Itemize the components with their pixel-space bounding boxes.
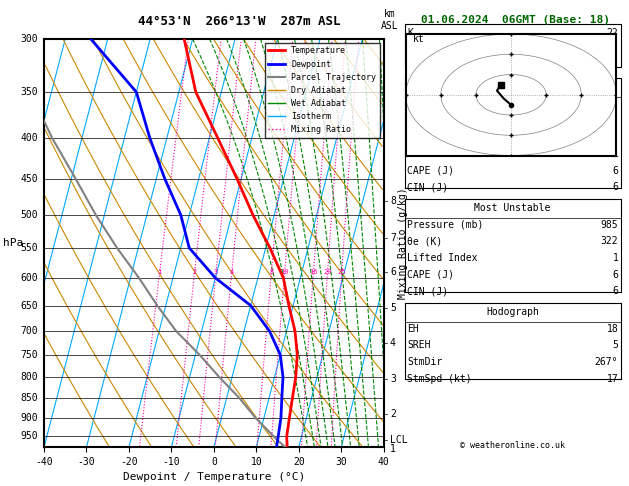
Text: Hodograph: Hodograph [486, 307, 539, 317]
Text: K: K [407, 28, 413, 38]
Text: 6: 6 [613, 182, 618, 192]
Text: EH: EH [407, 324, 419, 334]
Text: Surface: Surface [492, 83, 533, 92]
Text: CAPE (J): CAPE (J) [407, 270, 454, 279]
Text: 267°: 267° [595, 357, 618, 367]
Text: θe(K): θe(K) [407, 132, 437, 142]
Text: 322: 322 [601, 132, 618, 142]
Text: 16: 16 [309, 269, 318, 275]
Text: 350: 350 [20, 87, 38, 97]
Text: 18: 18 [606, 324, 618, 334]
Text: hPa: hPa [3, 238, 23, 248]
Text: 900: 900 [20, 413, 38, 423]
Text: 800: 800 [20, 372, 38, 382]
Text: 2.63: 2.63 [595, 61, 618, 71]
Text: 25: 25 [338, 269, 346, 275]
Text: 8: 8 [390, 196, 396, 206]
Text: 8: 8 [269, 269, 274, 275]
Text: Temp (°C): Temp (°C) [407, 99, 460, 109]
Text: 17: 17 [606, 374, 618, 384]
Text: 600: 600 [20, 273, 38, 283]
Text: 14.8: 14.8 [595, 116, 618, 126]
Text: SREH: SREH [407, 341, 430, 350]
Text: 700: 700 [20, 326, 38, 336]
Text: StmSpd (kt): StmSpd (kt) [407, 374, 472, 384]
Text: 5: 5 [390, 303, 396, 313]
Text: 1: 1 [157, 269, 162, 275]
Text: 43: 43 [606, 45, 618, 55]
Text: 1: 1 [390, 444, 396, 454]
Text: PW (cm): PW (cm) [407, 61, 448, 71]
Text: 1: 1 [613, 253, 618, 263]
Text: θe (K): θe (K) [407, 236, 442, 246]
Text: 1: 1 [613, 149, 618, 159]
Text: 500: 500 [20, 210, 38, 220]
Legend: Temperature, Dewpoint, Parcel Trajectory, Dry Adiabat, Wet Adiabat, Isotherm, Mi: Temperature, Dewpoint, Parcel Trajectory… [265, 43, 379, 138]
Text: Lifted Index: Lifted Index [407, 253, 477, 263]
Text: kt: kt [413, 34, 425, 44]
Text: 6: 6 [390, 267, 396, 277]
Text: LCL: LCL [390, 435, 408, 445]
Text: 5: 5 [613, 341, 618, 350]
Text: CIN (J): CIN (J) [407, 286, 448, 296]
Text: 650: 650 [20, 300, 38, 311]
Text: 322: 322 [601, 236, 618, 246]
Text: 10: 10 [281, 269, 289, 275]
Text: 4: 4 [390, 338, 396, 348]
Text: Dewp (°C): Dewp (°C) [407, 116, 460, 126]
Text: 6: 6 [613, 270, 618, 279]
Text: 3: 3 [214, 269, 218, 275]
Text: 750: 750 [20, 350, 38, 360]
Text: CIN (J): CIN (J) [407, 182, 448, 192]
Text: 22: 22 [606, 28, 618, 38]
Text: 300: 300 [20, 34, 38, 44]
Text: © weatheronline.co.uk: © weatheronline.co.uk [460, 441, 565, 450]
Text: 3: 3 [390, 374, 396, 384]
Text: 2: 2 [390, 409, 396, 419]
Text: Totals Totals: Totals Totals [407, 45, 483, 55]
Text: Lifted Index: Lifted Index [407, 149, 477, 159]
Text: Most Unstable: Most Unstable [474, 203, 551, 213]
Text: 6: 6 [613, 286, 618, 296]
Text: 2: 2 [192, 269, 197, 275]
Text: 44°53'N  266°13'W  287m ASL: 44°53'N 266°13'W 287m ASL [138, 15, 340, 28]
Text: StmDir: StmDir [407, 357, 442, 367]
Text: 7: 7 [390, 233, 396, 243]
Text: 850: 850 [20, 393, 38, 403]
Text: 17.4: 17.4 [595, 99, 618, 109]
Text: 01.06.2024  06GMT (Base: 18): 01.06.2024 06GMT (Base: 18) [421, 15, 610, 25]
X-axis label: Dewpoint / Temperature (°C): Dewpoint / Temperature (°C) [123, 472, 305, 483]
Text: CAPE (J): CAPE (J) [407, 166, 454, 175]
Text: 450: 450 [20, 174, 38, 184]
Text: 985: 985 [601, 220, 618, 230]
Text: 550: 550 [20, 243, 38, 253]
Text: km
ASL: km ASL [381, 9, 399, 31]
Text: 20: 20 [323, 269, 331, 275]
Text: 400: 400 [20, 133, 38, 143]
Text: 950: 950 [20, 432, 38, 441]
Text: Mixing Ratio (g/kg): Mixing Ratio (g/kg) [398, 187, 408, 299]
Text: 4: 4 [230, 269, 234, 275]
Text: 6: 6 [613, 166, 618, 175]
Text: Pressure (mb): Pressure (mb) [407, 220, 483, 230]
